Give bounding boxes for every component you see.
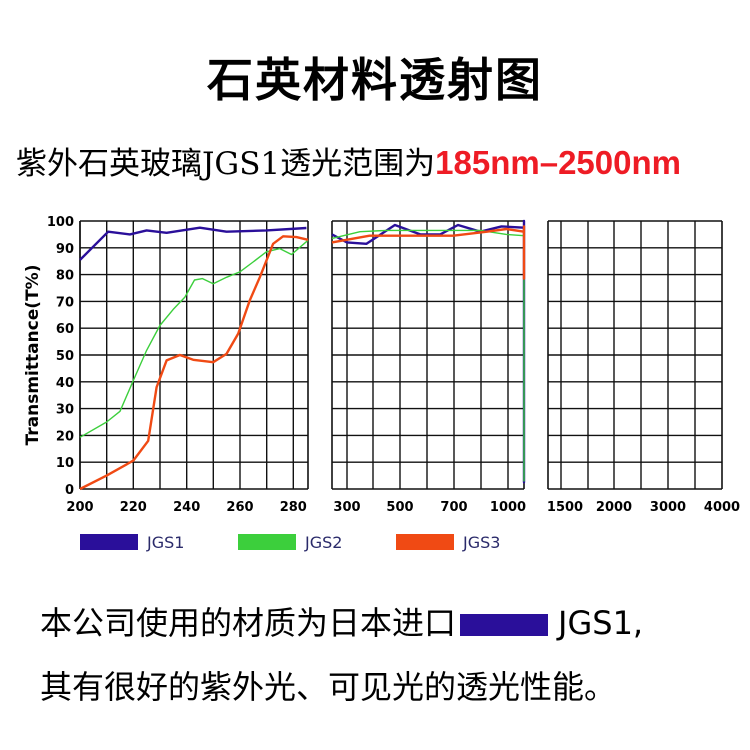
- y-tick-label: 0: [65, 483, 74, 498]
- footer-line-1-suffix: JGS1,: [558, 604, 644, 642]
- series-line-jgs3: [79, 235, 309, 491]
- x-tick-label: 500: [386, 500, 413, 515]
- x-tick-label: 200: [66, 500, 93, 515]
- footer-line-2: 其有很好的紫外光、可见光的透光性能。: [40, 668, 617, 706]
- series-line-jgs1: [331, 219, 526, 484]
- x-tick-label: 260: [226, 500, 253, 515]
- transmittance-chart: 0 10 20 30 40 50 60 70 80 90 100 200 220 240 260 280 30…: [23, 215, 740, 552]
- y-tick-label: 90: [56, 242, 74, 257]
- x-tick-label: 280: [280, 500, 307, 515]
- y-tick-label: 50: [56, 349, 74, 364]
- y-axis-label: Transmittance(T%): [23, 265, 43, 446]
- y-tick-label: 40: [56, 376, 74, 391]
- subtitle-range: 185nm–2500nm: [435, 144, 681, 181]
- x-tick-label: 700: [440, 500, 467, 515]
- series-line-jgs3: [331, 225, 526, 280]
- footer-line-1-text: 本公司使用的材质为日本进口: [40, 604, 457, 642]
- x-ticks: 200 220 240 260 280 300 500 700 1000 1500 2000 3000…: [66, 500, 740, 515]
- x-tick-label: 1000: [490, 500, 526, 515]
- x-tick-label: 240: [173, 500, 200, 515]
- legend-label: JGS2: [304, 533, 342, 552]
- series-line-jgs1: [79, 226, 307, 261]
- y-tick-label: 20: [56, 429, 74, 444]
- x-tick-label: 220: [120, 500, 147, 515]
- y-tick-label: 60: [56, 322, 74, 337]
- legend-swatch-jgs1: [80, 534, 138, 550]
- x-tick-label: 300: [333, 500, 360, 515]
- y-tick-label: 80: [56, 269, 74, 284]
- y-tick-label: 30: [56, 403, 74, 418]
- subtitle: 紫外石英玻璃JGS1透光范围为185nm–2500nm: [16, 138, 681, 183]
- subtitle-text: 紫外石英玻璃JGS1透光范围为: [16, 146, 436, 182]
- footer-line-1: 本公司使用的材质为日本进口 JGS1,: [40, 598, 643, 644]
- plot-lines: [79, 219, 526, 491]
- y-tick-label: 10: [56, 456, 74, 471]
- y-tick-label: 70: [56, 295, 74, 310]
- chart-title: 石英材料透射图: [207, 53, 543, 107]
- legend-swatch-jgs3: [396, 534, 454, 550]
- x-tick-label: 3000: [650, 500, 686, 515]
- series-line-jgs2: [331, 229, 525, 482]
- y-ticks: 0 10 20 30 40 50 60 70 80 90 100: [47, 215, 74, 498]
- series-line-jgs2: [79, 239, 309, 438]
- x-tick-label: 1500: [547, 500, 583, 515]
- x-tick-label: 4000: [704, 500, 740, 515]
- x-tick-label: 2000: [596, 500, 632, 515]
- jgs1-color-swatch: [460, 614, 549, 636]
- legend-label: JGS3: [462, 533, 500, 552]
- y-tick-label: 100: [47, 215, 74, 230]
- legend: JGS1 JGS2 JGS3: [80, 533, 500, 552]
- legend-label: JGS1: [146, 533, 184, 552]
- grid: [79, 220, 723, 490]
- legend-swatch-jgs2: [238, 534, 296, 550]
